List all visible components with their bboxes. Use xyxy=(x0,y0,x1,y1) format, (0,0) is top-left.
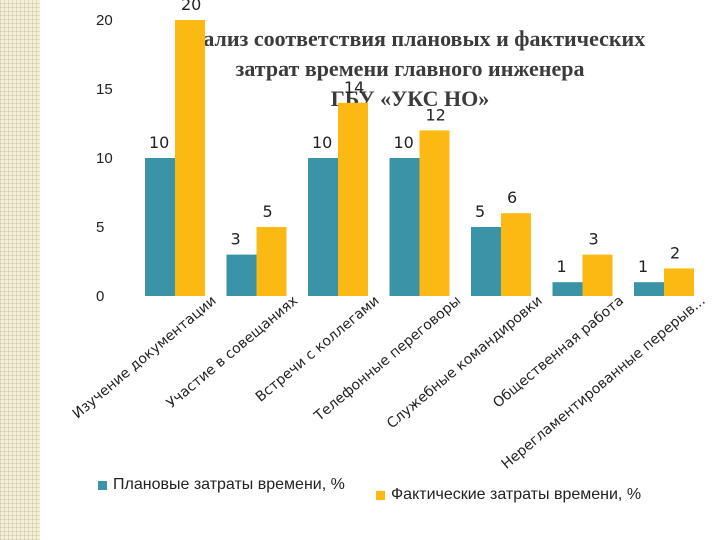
y-tick-label: 5 xyxy=(96,219,104,236)
legend-swatch-actual xyxy=(376,490,385,500)
y-tick-label: 0 xyxy=(96,288,104,305)
bar-planned xyxy=(471,227,501,296)
category-label: Изучение документации xyxy=(70,293,220,422)
value-label-actual: 12 xyxy=(426,105,446,124)
value-label-planned: 3 xyxy=(231,230,241,249)
y-axis: 0510152025 xyxy=(96,12,113,305)
bar-actual xyxy=(582,254,613,296)
value-label-actual: 20 xyxy=(181,0,201,14)
bars xyxy=(145,20,694,296)
chart-title-line-1: Анализ соответствия плановых и фактическ… xyxy=(174,26,646,51)
bar-actual xyxy=(419,130,450,296)
category-label: Телефонные переговоры xyxy=(311,293,464,425)
bar-actual xyxy=(664,268,694,296)
legend-item-actual: Фактические затраты времени, % xyxy=(376,486,641,504)
value-label-actual: 3 xyxy=(589,230,599,249)
bar-planned xyxy=(308,158,338,296)
bar-planned xyxy=(145,158,175,296)
value-label-planned: 10 xyxy=(312,133,332,152)
category-label: Участие в совещаниях xyxy=(164,293,301,412)
bar-planned xyxy=(226,254,257,296)
value-label-actual: 5 xyxy=(263,202,273,221)
decorative-side-strip xyxy=(0,0,40,540)
bar-actual xyxy=(175,20,205,296)
bar-planned xyxy=(634,282,664,296)
bar-actual xyxy=(501,213,531,296)
category-label: Общественная работа xyxy=(490,293,627,412)
bar-planned xyxy=(389,158,420,296)
bar-planned xyxy=(552,282,583,296)
chart-title-line-2: затрат времени главного инженера xyxy=(235,56,585,81)
value-label-planned: 1 xyxy=(638,257,648,276)
value-label-actual: 14 xyxy=(344,78,364,97)
legend-label-actual: Фактические затраты времени, % xyxy=(391,486,642,503)
value-label-actual: 6 xyxy=(507,188,517,207)
y-tick-label: 15 xyxy=(96,81,113,98)
value-label-planned: 1 xyxy=(557,257,567,276)
legend-item-planned: Плановые затраты времени, % xyxy=(98,476,345,494)
value-label-planned: 5 xyxy=(475,202,485,221)
bar-actual xyxy=(338,102,368,296)
y-tick-label: 20 xyxy=(96,12,113,29)
legend-label-planned: Плановые затраты времени, % xyxy=(113,476,345,493)
bar-actual xyxy=(256,227,287,296)
y-tick-label: 10 xyxy=(96,150,113,167)
value-label-planned: 10 xyxy=(394,133,414,152)
category-label: Служебные командировки xyxy=(384,293,546,432)
legend-swatch-planned xyxy=(98,480,107,490)
value-label-actual: 2 xyxy=(670,243,680,262)
value-label-planned: 10 xyxy=(149,133,169,152)
